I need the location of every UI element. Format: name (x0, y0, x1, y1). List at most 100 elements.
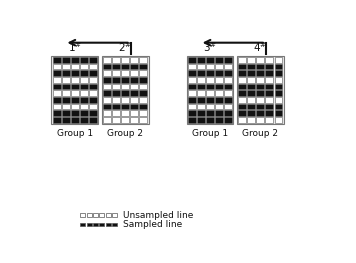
Bar (140, 77, 147, 83)
Bar (256, 104, 264, 109)
Bar (206, 64, 214, 69)
Bar (62, 110, 70, 116)
Bar (71, 77, 79, 83)
Bar (140, 64, 147, 69)
Bar (197, 110, 205, 116)
Bar (237, 56, 284, 124)
Bar (238, 110, 246, 116)
Bar (188, 57, 196, 63)
Bar (87, 223, 92, 226)
Bar (188, 90, 196, 96)
Bar (130, 70, 138, 76)
Bar (53, 117, 61, 123)
Bar (215, 77, 223, 83)
Bar (140, 97, 147, 103)
Bar (256, 64, 264, 69)
Bar (106, 223, 111, 226)
Text: Unsampled line: Unsampled line (122, 211, 193, 220)
Bar (224, 110, 232, 116)
Bar (103, 57, 111, 63)
Bar (224, 97, 232, 103)
Bar (266, 57, 273, 63)
Bar (247, 84, 255, 89)
Bar (53, 90, 61, 96)
Bar (256, 57, 264, 63)
Bar (206, 77, 214, 83)
Bar (103, 110, 111, 116)
Bar (80, 70, 88, 76)
Bar (215, 70, 223, 76)
Bar (224, 117, 232, 123)
Bar (80, 84, 88, 89)
Text: $3^{\#}$: $3^{\#}$ (203, 41, 217, 54)
Bar (89, 110, 97, 116)
Bar (238, 57, 246, 63)
Bar (71, 117, 79, 123)
Bar (206, 84, 214, 89)
Bar (188, 97, 196, 103)
Bar (140, 117, 147, 123)
Bar (130, 97, 138, 103)
Bar (103, 84, 111, 89)
Bar (188, 117, 196, 123)
Bar (112, 70, 120, 76)
Bar (206, 104, 214, 109)
Bar (93, 213, 98, 217)
Bar (197, 84, 205, 89)
Bar (274, 64, 282, 69)
Bar (130, 77, 138, 83)
Bar (130, 64, 138, 69)
Bar (238, 97, 246, 103)
Bar (112, 213, 117, 217)
Bar (140, 90, 147, 96)
Bar (266, 70, 273, 76)
Bar (103, 70, 111, 76)
Bar (188, 84, 196, 89)
Bar (247, 110, 255, 116)
Bar (89, 64, 97, 69)
Bar (197, 70, 205, 76)
Bar (80, 77, 88, 83)
Bar (224, 64, 232, 69)
Bar (121, 104, 129, 109)
Bar (224, 90, 232, 96)
Bar (256, 70, 264, 76)
Bar (215, 64, 223, 69)
Bar (266, 110, 273, 116)
Bar (238, 64, 246, 69)
Bar (103, 104, 111, 109)
Bar (130, 104, 138, 109)
Bar (140, 104, 147, 109)
Bar (121, 90, 129, 96)
Bar (80, 117, 88, 123)
Bar (238, 104, 246, 109)
Bar (53, 110, 61, 116)
Bar (71, 84, 79, 89)
Bar (130, 57, 138, 63)
Bar (112, 57, 120, 63)
Bar (206, 97, 214, 103)
Bar (106, 213, 111, 217)
Bar (247, 104, 255, 109)
Bar (274, 97, 282, 103)
Bar (197, 77, 205, 83)
Text: Group 1: Group 1 (57, 129, 93, 138)
Bar (247, 57, 255, 63)
Bar (103, 90, 111, 96)
Text: Group 2: Group 2 (107, 129, 143, 138)
Bar (53, 97, 61, 103)
Bar (206, 57, 214, 63)
Bar (89, 77, 97, 83)
Bar (256, 77, 264, 83)
Bar (103, 97, 111, 103)
Bar (238, 84, 246, 89)
Bar (112, 223, 117, 226)
Bar (121, 64, 129, 69)
Bar (274, 117, 282, 123)
Bar (62, 64, 70, 69)
Bar (80, 223, 85, 226)
Bar (121, 117, 129, 123)
Bar (89, 97, 97, 103)
Bar (99, 213, 104, 217)
Bar (238, 90, 246, 96)
